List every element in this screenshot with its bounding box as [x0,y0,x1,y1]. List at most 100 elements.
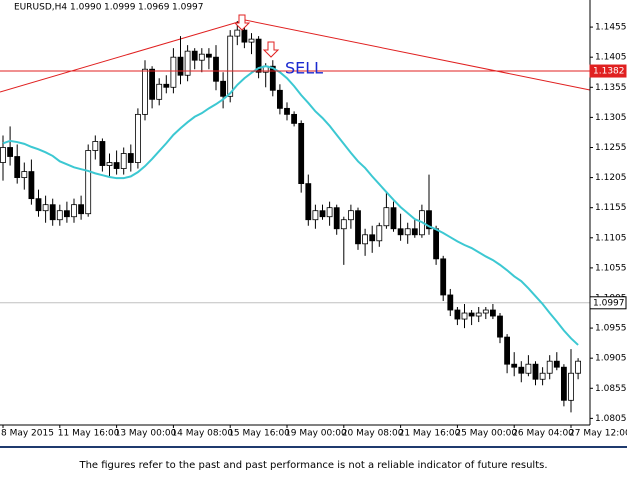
y-tick-label: 1.1405 [595,53,627,63]
candle-body [568,372,574,401]
candle-body [426,210,432,230]
y-tick-label: 1.0805 [595,414,627,424]
candle-body [276,89,283,109]
x-tick-label: 20 May 08:00 [342,429,404,439]
disclaimer: The figures refer to the past and past p… [79,460,548,471]
candle-body [447,294,454,311]
x-tick-label: 21 May 16:00 [399,429,461,439]
ohlc-close: 1.0997 [172,3,204,13]
candle-body [92,141,99,151]
candle-body [64,210,70,218]
candle-body [390,207,397,230]
x-tick-label: 15 May 16:00 [228,429,290,439]
x-tick-label: 11 May 16:00 [58,429,120,439]
candle-body [170,56,177,88]
arrow [233,14,280,58]
candle-body [71,204,77,218]
x-tick-label: 25 May 00:00 [455,429,517,439]
symbol: EURUSD,H4 [14,3,67,13]
candle-body [532,363,539,380]
candle-body [177,56,184,76]
candle-body [525,363,532,374]
candle-body [106,162,113,166]
candle-body [56,210,63,221]
level-line-label: 1.1382 [593,67,625,77]
moving-average [2,65,579,346]
y-tick-label: 1.1455 [595,23,627,33]
candle-body [319,210,326,218]
candle-body [355,210,361,245]
chart: EURUSD,H4 1.0990 1.0999 1.0969 1.0997 1.… [0,0,627,448]
candle-body [475,312,482,317]
candle-body [376,225,383,242]
candle-body [42,204,49,212]
candle-body [298,123,305,185]
y-tick-label: 1.1355 [595,83,627,93]
candle-body [482,309,489,314]
candle-body [213,56,219,82]
candle-body [312,210,319,221]
y-tick-label: 1.0955 [595,324,627,334]
candle-body [248,38,255,43]
candle-body [461,312,468,320]
candle-body [78,204,84,215]
x-tick-label: 27 May 12:00 [569,429,627,439]
candle-body [433,228,440,260]
x-tick-label: 14 May 08:00 [171,429,233,439]
y-tick-label: 1.1305 [595,113,627,123]
candle-body [49,204,56,221]
candle-body [28,171,35,200]
candle-body [511,363,518,368]
candle-body [518,366,525,374]
candle-body [220,80,227,97]
candle-body [347,210,354,221]
candle-body [497,315,503,338]
candle-body [404,228,411,236]
y-tick-label: 1.1205 [595,173,627,183]
y-tick-label: 1.0905 [595,354,627,364]
candle-body [362,234,369,245]
candle-body [383,207,390,227]
ohlc-open: 1.0990 [70,3,102,13]
candle-body [284,107,290,115]
candle-body [127,153,134,163]
ohlc-low: 1.0969 [138,3,170,13]
candle-body [142,68,148,115]
candle-body [85,150,92,215]
y-tick-label: 1.0855 [595,384,627,394]
candle-body [120,153,127,169]
candle-body [397,228,404,236]
candle-body [326,207,333,218]
candle-body [468,312,475,317]
candle-body [191,50,198,61]
candle-body [504,336,511,365]
candle-body [305,183,312,221]
candle-body [539,372,546,380]
y-tick-label: 1.1055 [595,263,627,273]
y-tick-label: 1.1105 [595,233,627,243]
x-tick-label: 26 May 04:00 [512,429,574,439]
candle-body [561,366,567,401]
candle-body [205,53,212,58]
y-tick-label: 1.1155 [595,203,627,213]
candle-body [255,38,262,73]
candle-body [546,360,553,374]
candle-body [134,113,141,163]
candle-body [489,309,496,317]
candle-body [369,234,376,242]
candle-body [411,228,418,236]
candle-body [21,171,28,178]
candle-body [291,113,298,124]
x-tick-label: 13 May 00:00 [115,429,177,439]
candle-body [35,198,42,212]
candle-body [553,360,560,368]
sell-label: SELL [285,59,323,78]
trendline [0,19,591,93]
candle-body [227,35,234,97]
candle-body [269,65,276,91]
candle-body [440,258,447,296]
candle-body [454,309,461,320]
candle-body [340,219,347,230]
candle-body [14,156,21,178]
